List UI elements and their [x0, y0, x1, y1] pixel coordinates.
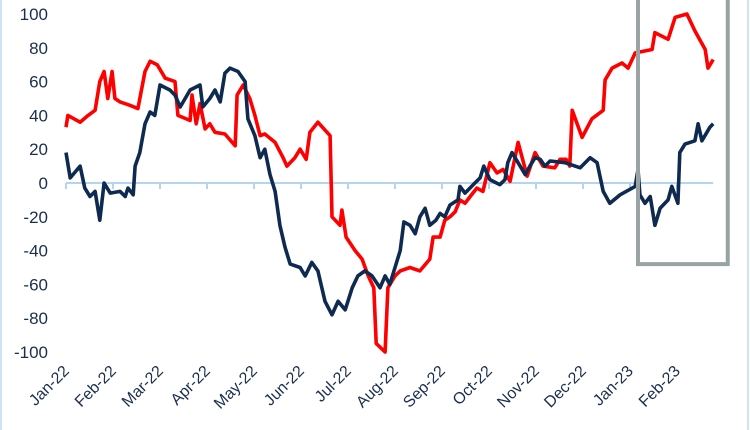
x-tick-label: Mar-22 [119, 363, 167, 411]
x-tick-label: Feb-23 [636, 363, 684, 411]
series-line-navy [64, 66, 715, 317]
x-tick-label: Jun-22 [261, 363, 308, 410]
y-tick-label: -100 [14, 343, 48, 362]
y-tick-label: 60 [29, 73, 48, 92]
x-tick-label: Apr-22 [168, 363, 214, 409]
y-tick-label: 40 [29, 106, 48, 125]
x-tick-label: Aug-22 [353, 363, 402, 412]
x-tick-label: Oct-22 [450, 363, 496, 409]
y-tick-label: 0 [39, 174, 48, 193]
y-tick-label: -60 [23, 275, 48, 294]
series-line-red [64, 12, 715, 354]
x-tick-label: May-22 [211, 363, 261, 413]
y-tick-label: 20 [29, 140, 48, 159]
highlight-box [635, 0, 730, 267]
y-tick-label: 100 [20, 5, 48, 24]
x-tick-label: Jan-23 [590, 363, 637, 410]
x-tick-label: Nov-22 [494, 363, 543, 412]
x-tick-label: Jul-22 [312, 363, 355, 406]
x-tick-label: Feb-22 [72, 363, 120, 411]
x-tick-label: Jan-22 [26, 363, 73, 410]
y-tick-label: -80 [23, 309, 48, 328]
y-tick-label: -40 [23, 242, 48, 261]
x-tick-label: Sep-22 [400, 363, 449, 412]
x-tick-label: Dec-22 [541, 363, 590, 412]
y-tick-label: -20 [23, 208, 48, 227]
y-tick-label: 80 [29, 39, 48, 58]
